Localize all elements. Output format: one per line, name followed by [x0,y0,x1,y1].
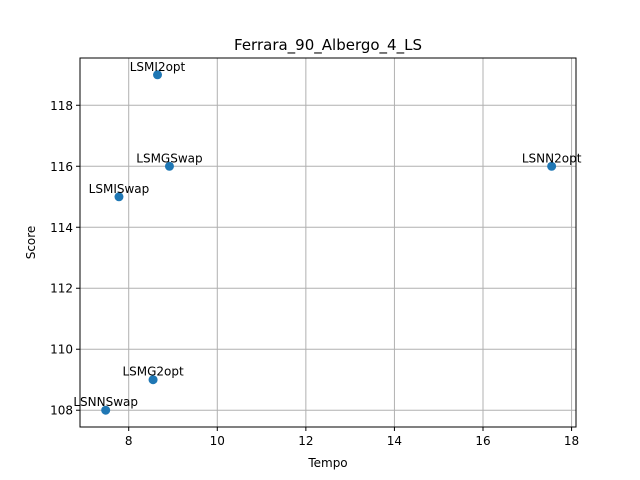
x-tick-label: 10 [210,434,225,448]
y-tick-label: 118 [50,99,73,113]
chart-title: Ferrara_90_Albergo_4_LS [234,36,422,55]
x-tick-label: 12 [298,434,313,448]
x-tick-label: 18 [564,434,579,448]
data-point [101,405,111,415]
data-point-label: LSMGSwap [136,151,202,165]
y-tick-label: 110 [50,343,73,357]
y-axis-label: Score [24,226,38,260]
x-axis-label: Tempo [307,456,347,470]
y-tick-label: 108 [50,404,73,418]
point-labels: LSMI2opt LSMGSwap LSNN2opt LSMISwap LSMG2opt… [73,60,581,409]
plot-frame [79,57,577,428]
x-tick-label: 14 [387,434,402,448]
data-point [153,70,162,80]
data-point-label: LSMISwap [89,182,150,196]
y-tick-label: 116 [50,160,73,174]
data-point-label: LSNNSwap [73,395,138,409]
data-point [164,161,174,171]
data-point-label: LSMG2opt [122,365,184,379]
x-tick-label: 8 [125,434,133,448]
data-points [101,70,557,415]
data-point [547,161,557,171]
data-point-label: LSMI2opt [130,60,186,74]
data-point [148,375,158,385]
grid-lines [80,58,576,427]
data-point-label: LSNN2opt [522,151,582,165]
data-point [114,192,124,202]
axis-ticks: 8 10 12 14 16 18 108 110 112 114 116 118 [50,99,579,448]
x-tick-label: 16 [475,434,490,448]
y-tick-label: 112 [50,282,73,296]
y-tick-label: 114 [50,221,73,235]
